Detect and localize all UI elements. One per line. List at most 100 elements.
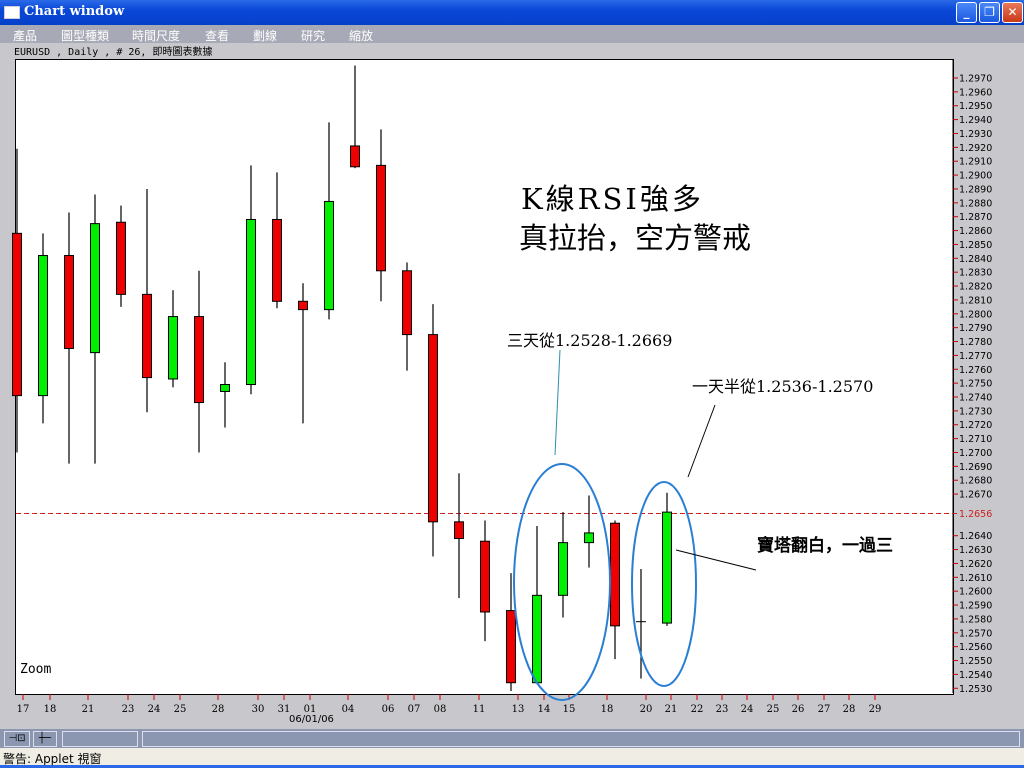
- horizontal-scrollbar[interactable]: [142, 731, 1020, 747]
- x-tick-label: 25: [174, 704, 187, 715]
- y-tick-label: 1.2840: [959, 254, 992, 265]
- x-tick-label: 13: [512, 704, 525, 715]
- candle-down: [480, 540, 490, 613]
- candle-down: [116, 221, 126, 295]
- y-tick-label: 1.2560: [959, 642, 992, 653]
- pin-icon[interactable]: ⊣⊡: [4, 731, 30, 747]
- menu-product[interactable]: 產品: [13, 29, 38, 43]
- y-tick-label: 1.2570: [959, 628, 992, 639]
- y-tick-label: 1.2720: [959, 420, 992, 431]
- menu-timescale[interactable]: 時間尺度: [132, 29, 181, 43]
- candle-down: [610, 522, 620, 627]
- y-tick-label: 1.2820: [959, 282, 992, 293]
- menu-view[interactable]: 查看: [205, 29, 230, 43]
- menu-zoom[interactable]: 縮放: [349, 29, 374, 43]
- y-tick-label: 1.2580: [959, 614, 992, 625]
- x-tick-label: 17: [17, 704, 30, 715]
- menu-chart-type[interactable]: 圖型種類: [61, 29, 110, 43]
- callout-line-three-days: [554, 349, 561, 456]
- candle-down: [402, 270, 412, 336]
- restore-button[interactable]: ❐: [979, 2, 1000, 23]
- x-tick-label: 24: [741, 704, 754, 715]
- y-tick-label: 1.2830: [959, 268, 992, 279]
- y-tick-label: 1.2590: [959, 601, 992, 612]
- x-tick-label: 24: [148, 704, 161, 715]
- x-tick-label: 29: [869, 704, 882, 715]
- y-tick-label: 1.2740: [959, 393, 992, 404]
- x-tick-label: 21: [82, 704, 95, 715]
- y-tick-label: 1.2910: [959, 157, 992, 168]
- candlestick-chart: 1.2970 1.2960 1.2950 1.2940 1.2930 1.2920 1.29…: [12, 60, 992, 715]
- x-tick-label: 01: [304, 704, 317, 715]
- annotation-pattern: 寶塔翻白，一過三: [757, 536, 893, 556]
- window-title: Chart window: [24, 4, 125, 19]
- candle-up: [662, 511, 672, 624]
- candle-down: [350, 145, 360, 168]
- x-tick-label: 25: [767, 704, 780, 715]
- y-tick-label: 1.2880: [959, 198, 992, 209]
- x-tick-label: 27: [818, 704, 831, 715]
- x-tick-label: 08: [434, 704, 447, 715]
- annotation-day-and-half: 一天半從1.2536-1.2570: [692, 377, 874, 396]
- y-tick-label: 1.2600: [959, 587, 992, 598]
- x-tick-label: 28: [843, 704, 856, 715]
- y-tick-label: 1.2870: [959, 212, 992, 223]
- y-tick-label: 1.2950: [959, 101, 992, 112]
- y-tick-label: 1.2760: [959, 365, 992, 376]
- x-tick-label: 31: [278, 704, 291, 715]
- zoom-label: Zoom: [20, 662, 52, 677]
- x-tick-label: 18: [601, 704, 614, 715]
- candle-down: [454, 521, 464, 539]
- y-tick-label: 1.2710: [959, 434, 992, 445]
- y-tick-label: 1.2620: [959, 559, 992, 570]
- y-tick-label: 1.2930: [959, 129, 992, 140]
- y-tick-label: 1.2970: [959, 74, 992, 85]
- y-tick-label: 1.2530: [959, 684, 992, 695]
- candle-up: [38, 255, 48, 397]
- chart-info: EURUSD , Daily , # 26, 即時圖表數據: [14, 47, 213, 58]
- x-tick-label: 18: [44, 704, 57, 715]
- x-tick-label: 07: [408, 704, 421, 715]
- candle-up: [90, 223, 100, 354]
- candle-down: [298, 300, 308, 311]
- chart-toolbar: ⊣⊡ ┼─: [0, 729, 1024, 748]
- crosshair-icon[interactable]: ┼─: [33, 731, 57, 747]
- y-tick-label: 1.2780: [959, 337, 992, 348]
- close-button[interactable]: ✕: [1002, 2, 1023, 23]
- y-tick-label: 1.2750: [959, 379, 992, 390]
- y-tick-label: 1.2640: [959, 531, 992, 542]
- y-tick-label: 1.2630: [959, 545, 992, 556]
- annotation-headline-1: K線RSI強多: [521, 182, 704, 216]
- minimize-button[interactable]: _: [956, 2, 977, 23]
- x-tick-label: 22: [691, 704, 704, 715]
- candle-down: [64, 255, 74, 349]
- y-tick-label: 1.2680: [959, 476, 992, 487]
- x-tick-label: 23: [122, 704, 135, 715]
- y-tick-label: 1.2940: [959, 115, 992, 126]
- candle-down: [12, 232, 22, 397]
- window-icon: [4, 6, 20, 19]
- candle-up: [584, 532, 594, 544]
- y-tick-label: 1.2860: [959, 226, 992, 237]
- y-tick-label: 1.2790: [959, 323, 992, 334]
- highlight-ellipse-day-and-half: [631, 481, 697, 687]
- candle-down: [142, 293, 152, 379]
- y-tick-label: 1.2770: [959, 351, 992, 362]
- y-tick-label: 1.2890: [959, 184, 992, 195]
- status-text: 警告: Applet 視窗: [3, 752, 102, 766]
- x-tick-label: 04: [342, 704, 355, 715]
- x-tick-label: 11: [473, 704, 486, 715]
- x-tick-label: 21: [665, 704, 678, 715]
- menu-research[interactable]: 研究: [301, 29, 326, 43]
- y-tick-label: 1.2810: [959, 295, 992, 306]
- callout-line-day-and-half: [687, 404, 716, 478]
- y-tick-label: 1.2690: [959, 462, 992, 473]
- x-tick-label: 23: [716, 704, 729, 715]
- candle-down: [194, 316, 204, 404]
- candle-down: [272, 218, 282, 302]
- candle-up: [168, 316, 178, 380]
- menu-draw-line[interactable]: 劃線: [253, 29, 278, 43]
- annotation-headline-2: 真拉抬，空方警戒: [519, 221, 752, 255]
- toolbar-field[interactable]: [62, 731, 138, 747]
- x-tick-label: 06: [382, 704, 395, 715]
